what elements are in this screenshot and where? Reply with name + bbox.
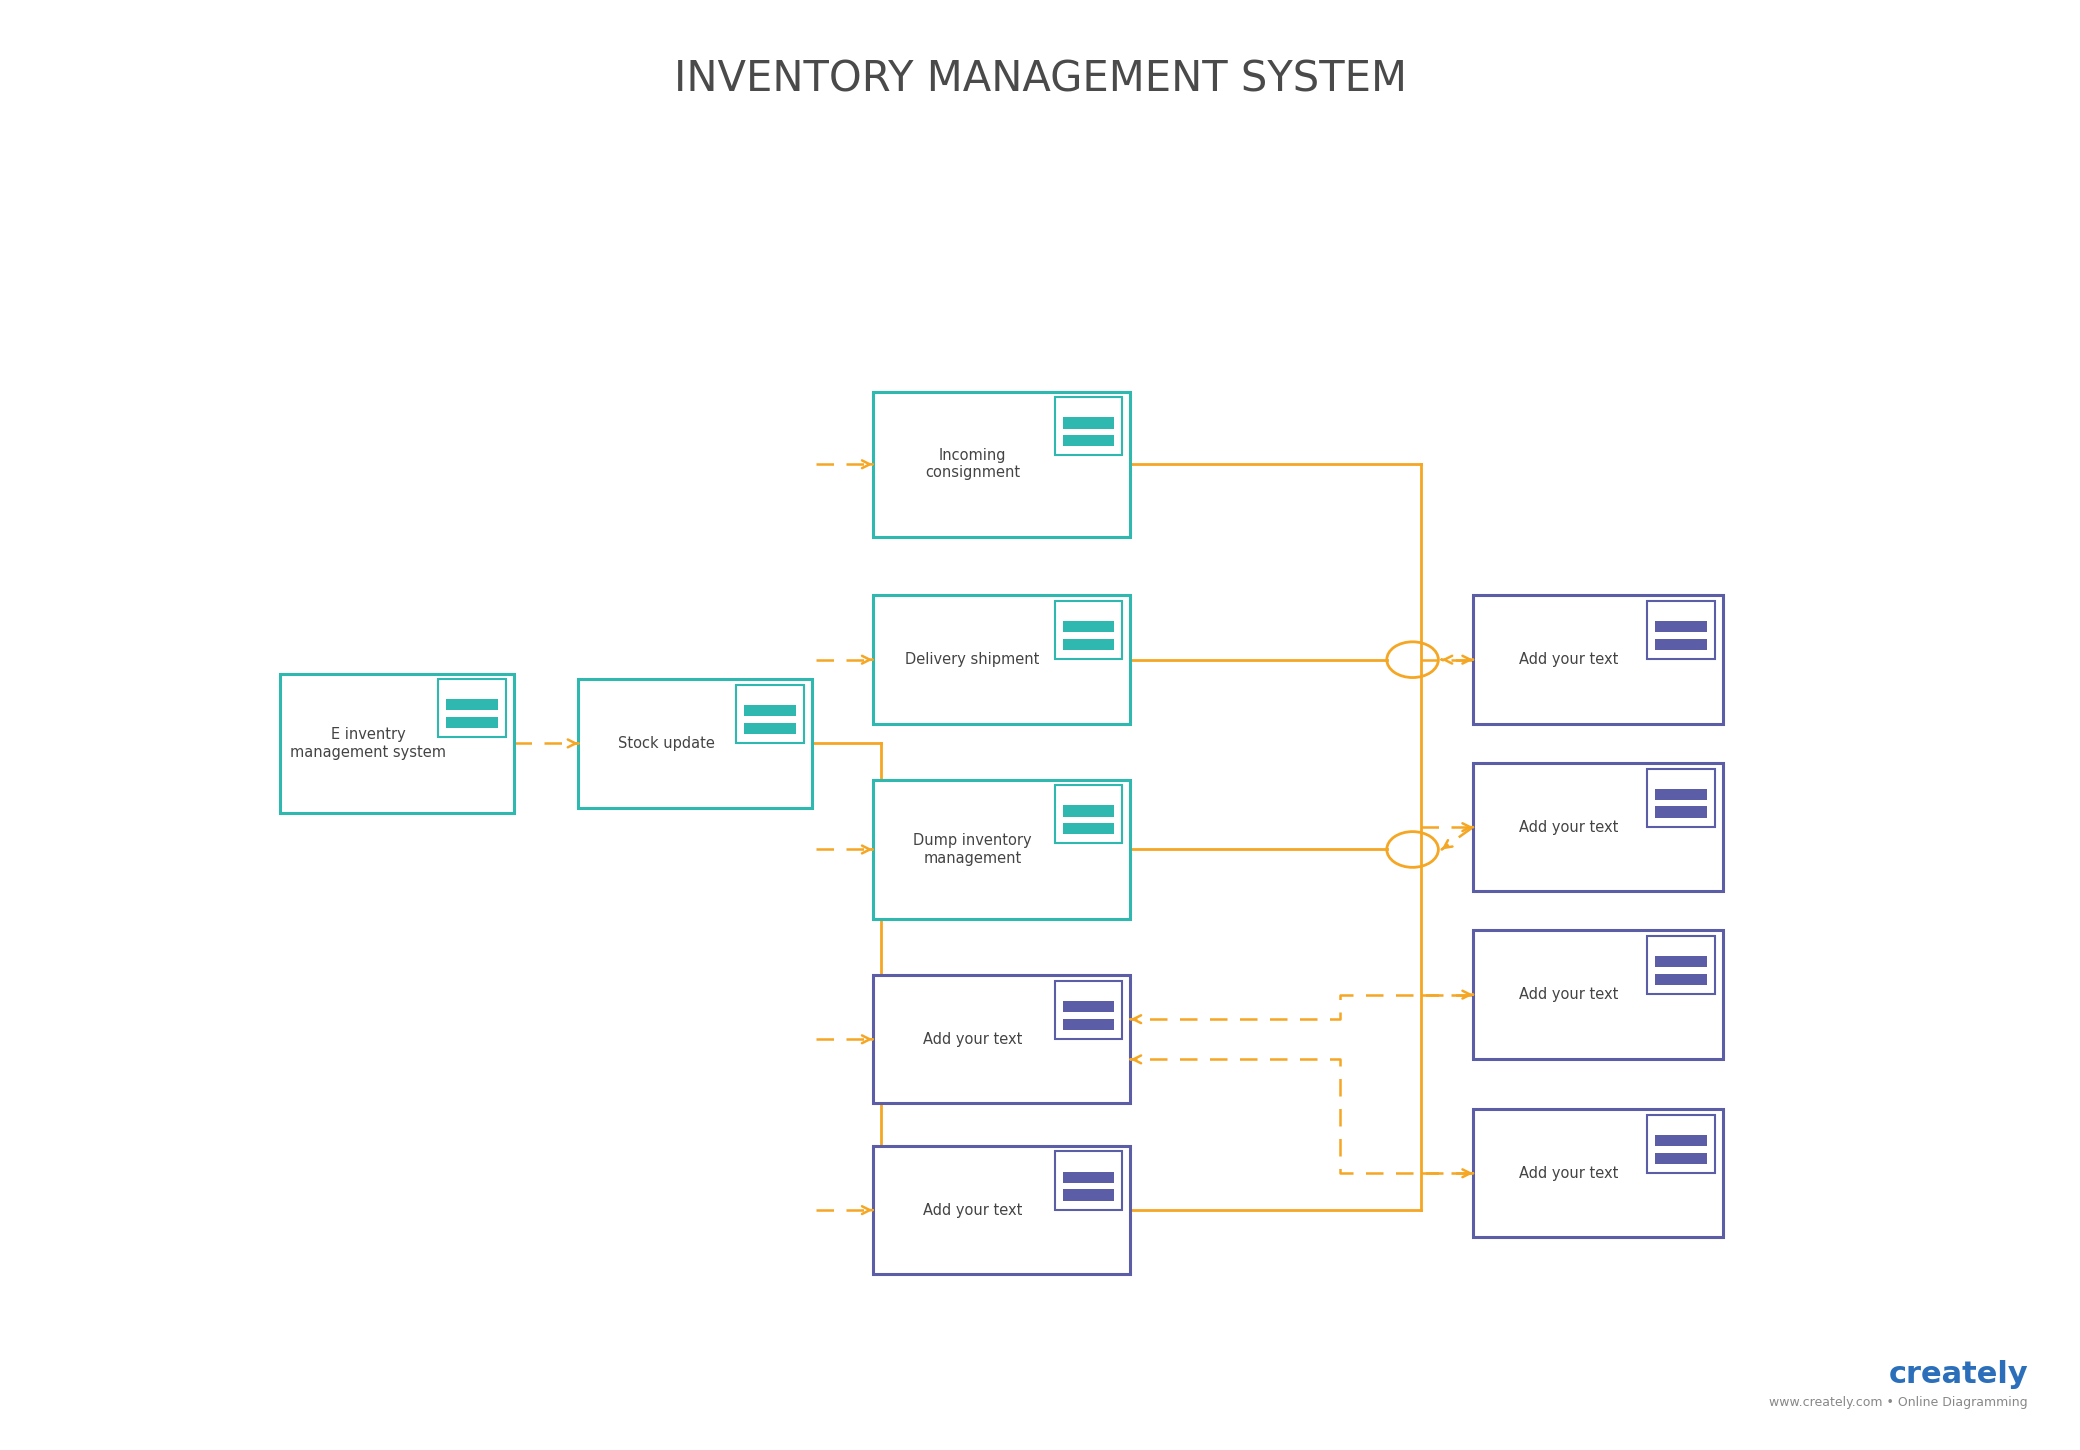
Text: Add your text: Add your text (924, 1202, 1021, 1218)
Text: Add your text: Add your text (1518, 1166, 1618, 1180)
Text: Add your text: Add your text (1518, 652, 1618, 667)
FancyBboxPatch shape (1063, 639, 1115, 650)
FancyBboxPatch shape (1063, 805, 1115, 816)
Text: www.creately.com • Online Diagramming: www.creately.com • Online Diagramming (1770, 1396, 2028, 1409)
FancyBboxPatch shape (1656, 621, 1708, 632)
FancyBboxPatch shape (1063, 1019, 1115, 1030)
FancyBboxPatch shape (745, 705, 797, 716)
FancyBboxPatch shape (447, 718, 497, 728)
FancyBboxPatch shape (1656, 789, 1708, 800)
FancyBboxPatch shape (1055, 1151, 1123, 1209)
FancyBboxPatch shape (1473, 931, 1722, 1058)
FancyBboxPatch shape (1063, 1000, 1115, 1012)
Text: Add your text: Add your text (1518, 987, 1618, 1002)
FancyBboxPatch shape (1656, 974, 1708, 985)
Text: Delivery shipment: Delivery shipment (905, 652, 1040, 667)
FancyBboxPatch shape (1647, 1115, 1714, 1173)
Text: INVENTORY MANAGEMENT SYSTEM: INVENTORY MANAGEMENT SYSTEM (674, 59, 1406, 100)
FancyBboxPatch shape (1656, 1153, 1708, 1164)
FancyBboxPatch shape (874, 974, 1132, 1103)
FancyBboxPatch shape (1055, 397, 1123, 455)
FancyBboxPatch shape (1055, 602, 1123, 660)
FancyBboxPatch shape (1473, 1109, 1722, 1237)
Text: Incoming
consignment: Incoming consignment (926, 448, 1019, 480)
FancyBboxPatch shape (1656, 1135, 1708, 1146)
FancyBboxPatch shape (1063, 621, 1115, 632)
FancyBboxPatch shape (874, 596, 1132, 724)
FancyBboxPatch shape (281, 674, 514, 813)
FancyBboxPatch shape (439, 679, 505, 737)
Text: E inventry
management system: E inventry management system (289, 728, 445, 760)
FancyBboxPatch shape (1063, 435, 1115, 447)
FancyBboxPatch shape (1647, 937, 1714, 995)
FancyBboxPatch shape (1656, 956, 1708, 967)
FancyBboxPatch shape (1063, 1172, 1115, 1183)
Text: Dump inventory
management: Dump inventory management (913, 834, 1032, 866)
FancyBboxPatch shape (1063, 418, 1115, 429)
FancyBboxPatch shape (578, 679, 811, 808)
FancyBboxPatch shape (1063, 1189, 1115, 1201)
FancyBboxPatch shape (874, 780, 1132, 919)
FancyBboxPatch shape (1055, 980, 1123, 1038)
FancyBboxPatch shape (1647, 602, 1714, 660)
Text: Add your text: Add your text (924, 1032, 1021, 1047)
FancyBboxPatch shape (1473, 596, 1722, 724)
FancyBboxPatch shape (1647, 768, 1714, 826)
Text: Add your text: Add your text (1518, 819, 1618, 835)
FancyBboxPatch shape (447, 699, 497, 710)
FancyBboxPatch shape (874, 392, 1132, 536)
FancyBboxPatch shape (1063, 824, 1115, 834)
FancyBboxPatch shape (1656, 639, 1708, 650)
FancyBboxPatch shape (736, 684, 805, 742)
FancyBboxPatch shape (874, 1146, 1132, 1275)
Text: Stock update: Stock update (618, 737, 716, 751)
FancyBboxPatch shape (1473, 763, 1722, 892)
FancyBboxPatch shape (1055, 786, 1123, 844)
Text: creately: creately (1889, 1360, 2028, 1389)
FancyBboxPatch shape (745, 722, 797, 734)
FancyBboxPatch shape (1656, 806, 1708, 818)
